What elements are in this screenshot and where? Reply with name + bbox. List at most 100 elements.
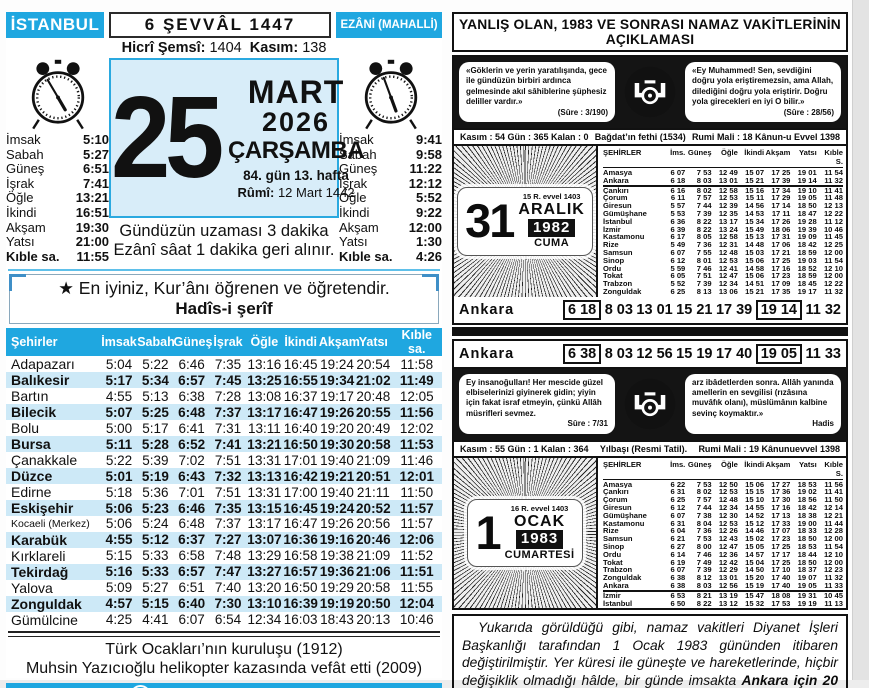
time-cell: 16:47 [283,404,318,420]
time-cell: 17 29 [771,193,791,203]
time-cell: 19 09 [797,232,817,242]
time-cell: 20:49 [356,420,391,436]
time-cell: 15 06 [745,271,765,281]
time-cell: 5:34 [141,372,169,388]
time-cell: 13 19 [718,590,738,600]
time-cell: 19 39 [797,224,817,234]
time-cell: 13:31 [247,452,282,468]
city-label: İSTANBUL [6,12,104,38]
time-cell: 4:25 [105,612,133,628]
time-cell: 19:29 [320,580,354,596]
highlighted-time: 6 38 [563,343,602,364]
time-cell: 12 26 [718,526,738,536]
time-cell: 19:24 [320,356,354,372]
column-header: Yatsı [798,459,817,469]
time-cell: 12 00 [823,557,843,567]
time-cell: 13 17 [718,216,738,226]
ankara-row-1982: Ankara 6 18 8 03 13 01 15 21 17 39 19 14 11 32 [454,297,846,323]
time-cell: 19:16 [319,532,355,548]
time-cell: 6:58 [178,548,205,564]
old-table-row: Ankara 6 38 8 03 12 56 15 19 17 40 19 05 11 33 [603,582,843,592]
time-cell: 17 33 [771,518,791,528]
quote-left-source: (Sûre : 3/190) [557,107,608,117]
time-cell: 8 02 [696,487,712,497]
time-cell: 15 49 [745,224,765,234]
time-cell: 7 36 [696,526,712,536]
time-cell: 11:55 [400,580,434,596]
time-cell: 12 29 [718,565,738,575]
history-line-2: Muhsin Yazıcıoğlu helikopter kazasında v… [25,660,423,678]
time-cell: 7 39 [696,565,712,575]
time-cell: 13:08 [247,388,282,404]
time-cell: 20:50 [356,596,391,612]
city-cell: Trabzon [603,566,633,575]
time-cell: 12 00 [823,534,843,544]
time-cell: 5:13 [142,388,169,404]
vakit-label: Öğle [339,190,367,206]
divider-bar [452,326,848,336]
starburst-panel: 31 15 R. evvel 1403 ARALIK 1982 CUMA [454,145,596,297]
time-cell: 11 13 [824,598,843,608]
time-cell: 12:05 [399,388,434,404]
time-cell: 5:36 [142,484,169,500]
quote-left-text: Ey insanoğulları! Her mescide güzel elbi… [466,377,603,418]
date-card-1983: 1 16 R. evvel 1403 OCAK 1983 CUMARTESİ [467,498,583,568]
time-cell: 5:17 [105,372,133,388]
old-calendar-1982: «Göklerin ve yerin yaratılışında, gece i… [452,55,848,325]
year-number: 2026 [261,107,331,138]
time-cell: 7:28 [214,388,242,404]
time-cell: 5:04 [105,356,133,372]
time-cell: 17 25 [771,255,791,265]
time-cell: 5:28 [141,436,169,452]
city-cell: Kastamonu [603,233,645,242]
old-month: OCAK [514,512,566,530]
time-cell: 12:04 [399,596,434,612]
table-row: Adapazarı 5:04 5:22 6:46 7:35 13:16 16:45 19:24… [6,356,442,372]
city-cell: Bursa [11,436,51,453]
time-cell: 5:12 [141,532,169,548]
time-cell: 16:57 [283,564,318,580]
time-cell: 7:37 [214,404,242,420]
time-cell: 19 01 [797,167,817,177]
time-cell: 20:55 [356,404,391,420]
time-cell: 12 48 [718,247,738,257]
time-cell: 7 53 [696,167,712,177]
old-table-row: Kastamonu 6 17 8 05 12 58 15 13 17 31 19 09 11 … [603,233,843,241]
time-cell: 5 49 [670,240,686,250]
time-cell: 15 07 [745,167,765,177]
time-cell: 7 46 [696,549,712,559]
tughra-logo-icon [619,374,681,434]
time-cell: 15 04 [745,557,765,567]
city-cell: Kocaeli (Merkez) [11,517,90,530]
alarm-clock-icon [364,59,417,130]
city-cell: Zonguldak [603,287,642,296]
time-cell: 17 39 [771,175,791,185]
time-cell: 20:46 [356,532,391,548]
time-cell: 15 02 [745,534,765,544]
time-cell: 19:40 [320,484,354,500]
time-cell: 6:38 [178,388,205,404]
month-name: MART [247,74,345,111]
time-value: 17 39 [715,301,753,318]
time-cell: 5:22 [105,452,133,468]
time-value: 8 03 [604,301,633,318]
city-label: Ankara [459,345,515,362]
time-cell: 14 48 [745,240,765,250]
time-cell: 17 26 [771,216,791,226]
time-cell: 16:50 [283,580,318,596]
day-number: 25 [111,72,224,203]
time-cell: 17 34 [771,185,791,195]
city-cell: Sinop [603,256,625,265]
vakit-time: 7:41 [82,175,109,191]
time-cell: 6 07 [670,510,686,520]
time-cell: 11 32 [824,175,843,185]
time-cell: 7:51 [214,452,242,468]
time-cell: 11:57 [399,500,434,516]
time-cell: 6:57 [178,372,206,388]
time-cell: 12 43 [718,534,738,544]
time-cell: 17 16 [771,263,791,273]
old-table-row: Sinop 6 27 8 00 12 47 15 05 17 25 18 53 11 54 [603,543,843,551]
time-cell: 21:09 [356,452,391,468]
vakit-row: İmsak 9:41 [339,132,442,148]
city-cell: Bolu [11,420,40,437]
